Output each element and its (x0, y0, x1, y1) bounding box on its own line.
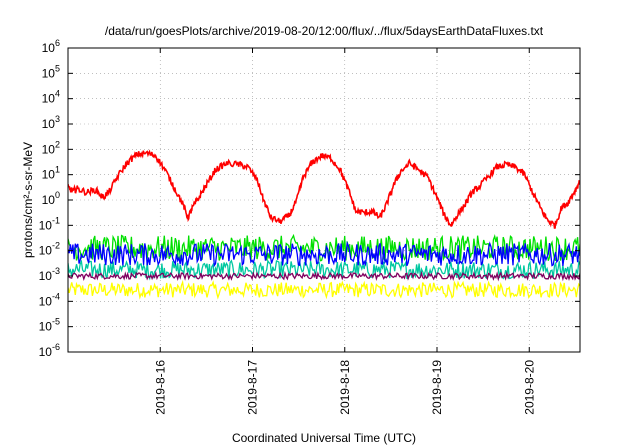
x-tick-label: 2019-8-20 (522, 360, 536, 415)
chart-title: /data/run/goesPlots/archive/2019-08-20/1… (105, 24, 544, 38)
x-tick-label: 2019-8-16 (153, 360, 167, 415)
x-axis-ticks: 2019-8-16 2019-8-17 2019-8-18 2019-8-19 2019… (153, 48, 536, 415)
chart-grid (68, 48, 580, 352)
y-axis-label: protons/cm²-s-sr-MeV (21, 142, 35, 258)
y-tick-label: 100 (42, 190, 60, 207)
y-tick-label: 10-1 (39, 215, 60, 232)
series-line-2 (68, 270, 580, 282)
y-tick-label: 10-6 (39, 342, 60, 359)
y-tick-label: 10-4 (39, 291, 60, 308)
series-line-5 (68, 149, 580, 229)
y-tick-label: 106 (42, 38, 60, 55)
series-line-4 (68, 240, 580, 268)
y-tick-label: 102 (42, 139, 60, 156)
y-tick-label: 105 (42, 63, 60, 80)
y-tick-label: 10-5 (39, 317, 60, 334)
chart-series (68, 149, 580, 300)
series-line-0 (68, 279, 580, 300)
x-tick-label: 2019-8-17 (246, 360, 260, 415)
x-tick-label: 2019-8-19 (430, 360, 444, 415)
y-tick-label: 10-3 (39, 266, 60, 283)
y-tick-label: 104 (42, 89, 60, 106)
y-axis-ticks: 10-6 10-5 10-4 10-3 10-2 10-1 100 101 102 103 104 1… (39, 38, 580, 359)
x-tick-label: 2019-8-18 (338, 360, 352, 415)
y-tick-label: 103 (42, 114, 60, 131)
x-axis-label: Coordinated Universal Time (UTC) (232, 431, 416, 445)
y-tick-label: 10-2 (39, 241, 60, 258)
y-tick-label: 101 (42, 165, 60, 182)
